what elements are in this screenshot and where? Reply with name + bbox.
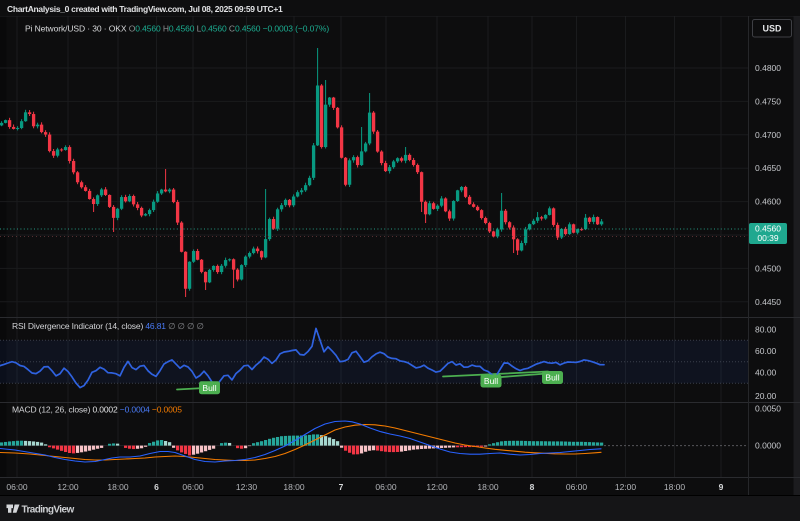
svg-text:0.4750: 0.4750 [755,96,781,106]
svg-text:18:00: 18:00 [477,482,499,492]
svg-text:60.00: 60.00 [755,346,777,356]
svg-text:USD: USD [762,23,782,33]
svg-text:12:00: 12:00 [57,482,79,492]
svg-text:06:00: 06:00 [6,482,28,492]
svg-text:0.4500: 0.4500 [755,263,781,273]
svg-text:0.4600: 0.4600 [755,197,781,207]
svg-text:0.4560: 0.4560 [755,224,781,234]
svg-text:18:00: 18:00 [283,482,305,492]
svg-text:8: 8 [530,482,535,492]
svg-text:20.00: 20.00 [755,391,777,401]
svg-text:0.4450: 0.4450 [755,297,781,307]
svg-text:Bull: Bull [484,376,498,386]
svg-text:MACD (12, 26, close) 0.0002 −0: MACD (12, 26, close) 0.0002 −0.0004 −0.0… [12,405,182,415]
svg-text:ChartAnalysis_0 created with T: ChartAnalysis_0 created with TradingView… [7,4,283,14]
svg-text:Pi Network/USD · 30 · OKX O0.4: Pi Network/USD · 30 · OKX O0.4560 H0.456… [25,24,329,34]
svg-text:18:00: 18:00 [664,482,686,492]
svg-text:12:00: 12:00 [426,482,448,492]
svg-text:TradingView: TradingView [22,504,75,515]
svg-text:06:00: 06:00 [182,482,204,492]
svg-text:6: 6 [154,482,159,492]
svg-text:0.4650: 0.4650 [755,163,781,173]
svg-text:18:00: 18:00 [107,482,129,492]
svg-text:12:00: 12:00 [615,482,637,492]
svg-text:0.0050: 0.0050 [755,403,781,413]
svg-text:12:30: 12:30 [236,482,258,492]
svg-text:Bull: Bull [545,373,559,383]
svg-text:40.00: 40.00 [755,368,777,378]
svg-text:0.4800: 0.4800 [755,63,781,73]
svg-text:9: 9 [719,482,724,492]
svg-text:0.4700: 0.4700 [755,130,781,140]
svg-text:06:00: 06:00 [566,482,588,492]
svg-text:7: 7 [339,482,344,492]
svg-text:06:00: 06:00 [375,482,397,492]
svg-text:Bull: Bull [202,383,216,393]
svg-text:80.00: 80.00 [755,325,777,335]
svg-text:RSI Divergence Indicator (14,: RSI Divergence Indicator (14, close) 46.… [12,321,204,331]
svg-text:0.0000: 0.0000 [755,441,781,451]
svg-text:00:39: 00:39 [757,233,779,243]
